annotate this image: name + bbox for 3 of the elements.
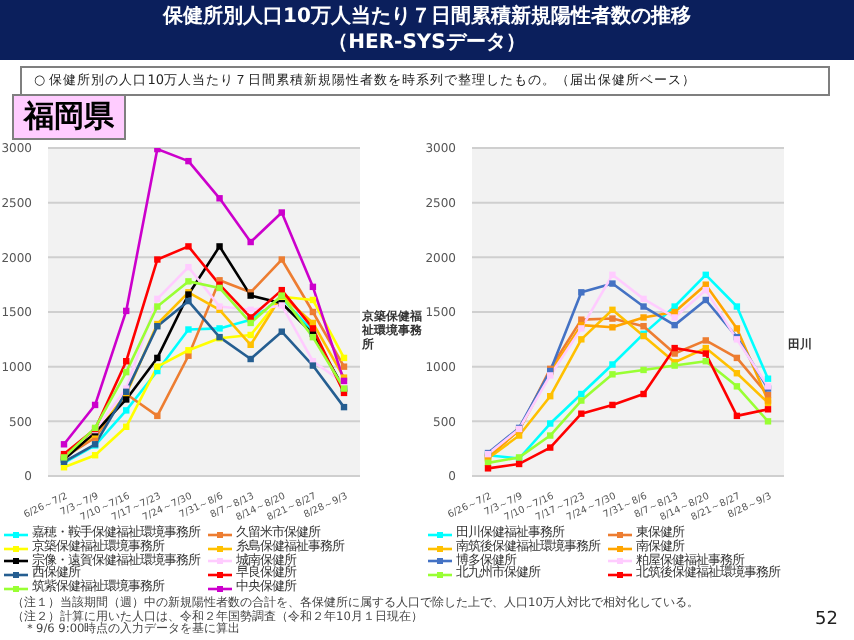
text: 52 (815, 610, 838, 630)
text: 保健所別人口10万人当たり７日間累積新規陽性者数の推移（HER-SYSデータ） (160, 4, 693, 56)
text: 福岡県 (12, 94, 126, 140)
